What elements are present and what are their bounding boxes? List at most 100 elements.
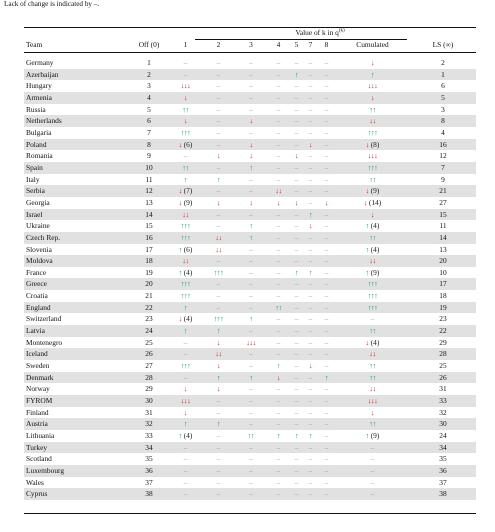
k-change-cell: – — [290, 255, 303, 267]
no-change-dash: – — [324, 81, 329, 91]
official-rank: 21 — [145, 291, 153, 301]
up-arrow-icon: ↑↑ — [182, 162, 189, 172]
team-name: Lithuania — [26, 431, 55, 440]
ls-rank: 2 — [441, 58, 445, 67]
no-change-dash: – — [324, 477, 329, 487]
no-change-dash: – — [276, 151, 281, 161]
no-change-dash: – — [276, 384, 281, 394]
k-change-cell: ↓↓ — [169, 208, 202, 221]
no-change-dash: – — [294, 256, 299, 266]
k-change-cell: – — [235, 418, 267, 430]
k-change-cell: – — [202, 395, 235, 407]
table-row: Hungary 3 ↓↓↓ – – – – – – ↓↓↓ 6 — [24, 80, 476, 92]
k-change-cell: – — [290, 488, 303, 500]
no-change-dash: – — [216, 69, 221, 79]
up-arrow-icon: ↑↑↑ — [367, 127, 378, 137]
k-change-cell: – — [290, 453, 303, 465]
k-change-cell: ↑ — [235, 231, 267, 244]
k-change-cell: – — [267, 464, 290, 477]
no-change-dash: – — [308, 477, 313, 487]
ls-rank: 33 — [410, 395, 476, 407]
k-change-cell: – — [235, 255, 267, 267]
ls-rank: 22 — [410, 325, 476, 337]
k-change-cell: – — [202, 104, 235, 116]
no-change-dash: – — [294, 396, 299, 406]
no-change-dash: – — [216, 92, 221, 102]
k-change-cell: ↓ — [235, 150, 267, 162]
cumulated-change: ↓↓ — [335, 115, 410, 127]
cumulated-change: ↑↑ — [335, 418, 410, 430]
k-change-cell: – — [267, 290, 290, 302]
up-arrow-icon: ↑ — [183, 419, 188, 429]
ls-rank: 11 — [439, 221, 447, 231]
no-change-dash: – — [294, 442, 299, 452]
k-change-cell: ↑ — [202, 371, 235, 384]
k-change-cell: ↓ — [169, 383, 202, 395]
down-arrow-icon: ↓↓ — [369, 384, 376, 394]
no-change-dash: – — [308, 162, 313, 172]
down-arrow-icon: ↓↓ — [215, 232, 222, 242]
k-change-cell: – — [303, 68, 318, 81]
official-rank: 30 — [129, 395, 169, 407]
down-arrow-icon: ↓ — [308, 361, 313, 371]
down-arrow-icon: ↓↓ — [369, 256, 376, 266]
no-change-dash: – — [294, 92, 299, 102]
k-change-cell: – — [169, 464, 202, 477]
k-change-cell: – — [290, 80, 303, 92]
down-arrow-icon: ↓ — [276, 197, 281, 207]
no-change-dash: – — [324, 465, 329, 475]
k-change-cell: – — [235, 290, 267, 302]
ls-rank: 20 — [410, 255, 476, 267]
down-arrow-icon: ↓ — [178, 197, 183, 207]
k-change-cell: – — [202, 488, 235, 500]
no-change-dash: – — [294, 419, 299, 429]
down-arrow-icon: ↓ — [178, 139, 183, 149]
official-rank: 6 — [129, 115, 169, 127]
table-row: France 19 ↑ (4) ↑↑↑ – – ↑ ↑ – ↑ (9) 10 — [24, 267, 476, 279]
no-change-dash: – — [308, 349, 313, 359]
k-change-cell: – — [290, 477, 303, 489]
team-name: Scotland — [26, 454, 52, 464]
table-row: Wales 37– – – – – – – –37 — [24, 477, 476, 489]
no-change-dash: – — [249, 349, 253, 359]
k-change-cell: – — [290, 395, 303, 407]
up-arrow-icon: ↑ — [308, 209, 313, 219]
no-change-dash: – — [294, 349, 299, 359]
k-change-cell: – — [318, 395, 335, 407]
k-change-cell: – — [318, 278, 335, 291]
k-change-cell: – — [267, 91, 290, 104]
ls-rank: 30 — [410, 418, 476, 430]
official-rank: 34 — [129, 441, 169, 454]
k-change-cell: – — [290, 185, 303, 197]
k-change-cell: – — [290, 278, 303, 291]
k-change-cell: – — [267, 453, 290, 465]
table-row: Moldova 18 ↓↓ – – – – – – ↓↓ 20 — [24, 255, 476, 267]
k-change-cell: – — [235, 104, 267, 116]
no-change-dash: – — [308, 92, 313, 102]
k-change-cell: – — [318, 208, 335, 221]
k-change-cell: – — [303, 185, 318, 197]
up-arrow-icon: ↑ — [216, 174, 221, 184]
no-change-dash: – — [249, 92, 253, 102]
k-change-cell: – — [303, 161, 318, 174]
cumulated-change: ↓↓↓ — [335, 395, 410, 407]
team-name: Greece — [24, 278, 129, 291]
k-change-cell: – — [202, 278, 235, 291]
k-change-cell: – — [303, 395, 318, 407]
cumulated-change: ↑↑ — [335, 174, 410, 186]
k-change-cell: – — [235, 208, 267, 221]
change-count: (9) — [181, 197, 193, 207]
no-change-dash: – — [249, 419, 253, 429]
k-change-cell: – — [318, 185, 335, 197]
k-change-cell: ↓ — [318, 197, 335, 209]
ls-rank: 10 — [439, 267, 447, 277]
k-change-cell: – — [318, 477, 335, 489]
up-arrow-icon: ↑↑↑ — [367, 162, 378, 172]
table-row: Netherlands 6 ↓ – ↓ – – – – ↓↓ 8 — [24, 115, 476, 127]
official-rank: 10 — [129, 161, 169, 174]
change-count: (4) — [368, 244, 380, 254]
no-change-dash: – — [276, 232, 281, 242]
k-change-cell: – — [169, 453, 202, 465]
down-arrow-icon: ↓ — [363, 197, 368, 207]
k-change-cell: – — [267, 208, 290, 221]
